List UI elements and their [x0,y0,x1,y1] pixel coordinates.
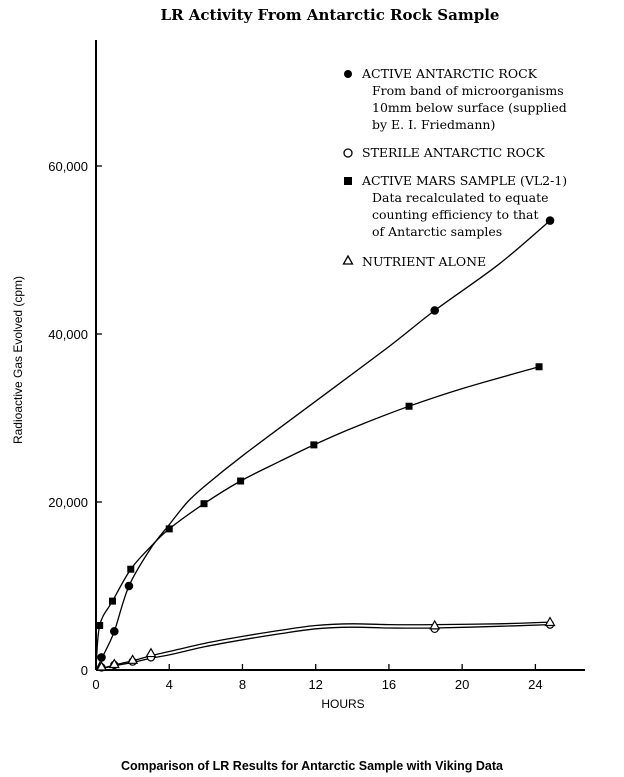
x-tick-label: 24 [528,677,542,692]
data-point-filled-square [96,621,104,629]
legend-entry-sterile-antarctic: STERILE ANTARCTIC ROCK [343,145,545,160]
legend-entry-active-antarctic: ACTIVE ANTARCTIC ROCK From band of micro… [344,66,567,132]
legend-description-line: From band of microorganisms [372,83,564,98]
series-3-curve [95,621,551,671]
legend-open-triangle-marker [342,254,354,265]
y-tick-label: 60,000 [48,159,88,174]
legend-series-name: ACTIVE MARS SAMPLE (VL2-1) [361,173,567,188]
axes [95,40,585,671]
data-point-filled-square [165,525,173,533]
legend-entry-active-mars: ACTIVE MARS SAMPLE (VL2-1) Data recalcul… [344,173,567,239]
data-point-filled-square [237,477,245,485]
legend-description-line: by E. I. Friedmann) [372,117,495,132]
y-tick-label: 40,000 [48,327,88,342]
data-point-filled-circle [430,306,439,315]
x-tick-label: 16 [382,677,396,692]
data-point-open-triangle [145,647,157,658]
chart-title: LR Activity From Antarctic Rock Sample [161,6,500,24]
data-point-filled-square [535,363,543,371]
legend-series-name: ACTIVE ANTARCTIC ROCK [361,66,538,81]
data-point-filled-square [108,597,116,605]
data-point-filled-circle [110,627,119,636]
x-tick-label: 8 [239,677,246,692]
chart-caption: Comparison of LR Results for Antarctic S… [121,759,504,773]
data-point-open-triangle [544,616,556,627]
legend-description-line: Data recalculated to equate [372,190,549,205]
legend-filled-square-marker [344,177,352,185]
legend-description-line: 10mm below surface (supplied [372,100,567,115]
legend-filled-circle-marker [344,70,352,78]
data-point-filled-square [310,441,318,449]
y-tick-label: 0 [81,663,88,678]
legend-open-circle-marker [343,148,353,158]
legend-series-name: STERILE ANTARCTIC ROCK [362,145,545,160]
x-tick-label: 0 [92,677,99,692]
legend-description-line: counting efficiency to that [372,207,539,222]
data-point-open-triangle [108,658,120,669]
series-curves [95,220,551,671]
data-point-filled-circle [97,653,106,662]
data-point-filled-square [127,565,135,573]
y-tick-label: 20,000 [48,495,88,510]
legend-entry-nutrient-alone: NUTRIENT ALONE [342,254,486,269]
data-point-open-triangle [127,654,139,664]
x-tick-label: 12 [308,677,322,692]
legend-description-line: of Antarctic samples [372,224,502,239]
data-point-filled-square [200,500,208,508]
data-point-filled-circle [124,581,134,591]
series-1-curve [95,623,551,671]
data-point-open-triangle [429,619,441,630]
data-point-filled-circle [545,216,555,225]
y-axis-label: Radioactive Gas Evolved (cpm) [11,276,25,444]
x-tick-label: 20 [455,677,469,692]
ticks [95,165,537,671]
x-axis-label: HOURS [321,697,364,711]
legend: ACTIVE ANTARCTIC ROCK From band of micro… [342,66,567,269]
legend-series-name: NUTRIENT ALONE [362,254,486,269]
series-0-curve [95,220,551,671]
data-point-filled-square [405,402,413,410]
data-point-open-triangle [95,660,108,671]
x-tick-label: 4 [166,677,173,692]
series-markers [95,216,556,672]
tick-labels: 0 4 8 12 16 20 24 0 20,000 40,000 60,000 [48,159,542,692]
